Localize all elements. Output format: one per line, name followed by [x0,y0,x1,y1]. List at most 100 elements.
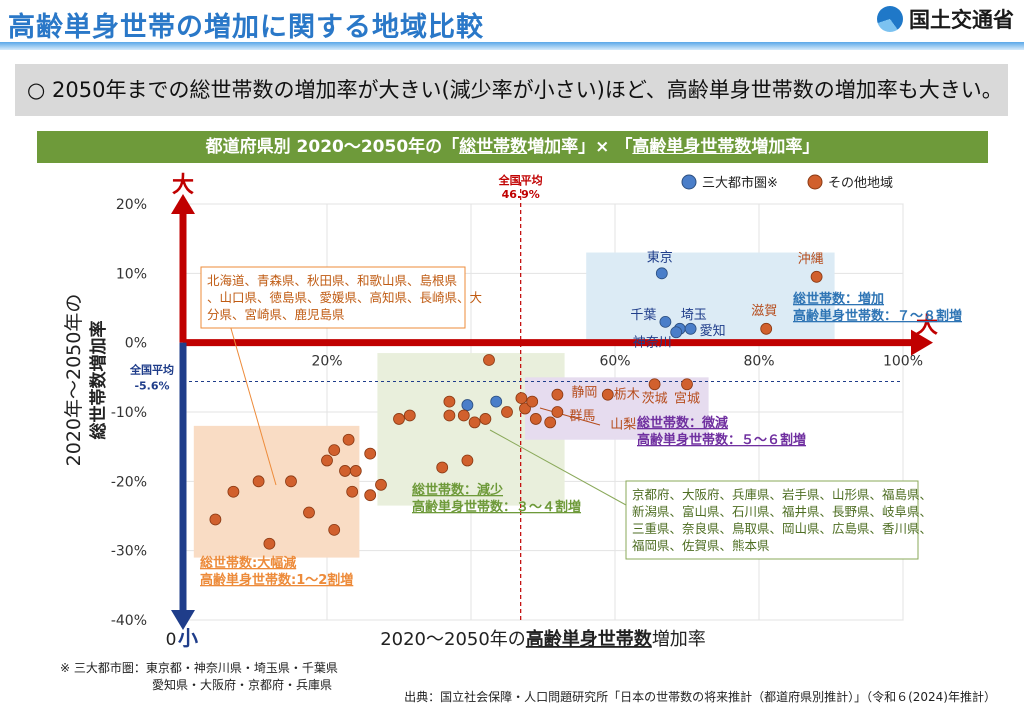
scatter-point [479,413,492,425]
chart-banner: 都道府県別 2020～2050年の「総世帯数増加率」× 「高齢単身世帯数増加率」 [37,131,988,163]
x-tick-label: 100% [883,354,923,370]
scatter-point [342,433,355,446]
summary-bullet: ○ [27,78,46,102]
legend-marker-other [807,174,823,190]
y-tick-label: -10% [111,405,147,421]
x-axis-big-label: 大 [916,314,938,339]
annotation-group_large_decline-line2: 高齢単身世帯数:1～2割増 [200,572,353,588]
note-green-box [625,480,919,560]
scatter-point [670,326,683,339]
zone-slight-decline [525,377,709,440]
scatter-point [468,416,481,429]
point-label: 山梨 [610,417,636,432]
scatter-point [457,409,470,422]
scatter-point [681,378,693,391]
y-tick-label: 0% [125,336,147,352]
scatter-point [544,416,557,429]
zone-decline [377,353,565,506]
annotation-group_slight-line1: 総世帯数：微減 [637,415,728,431]
point-label: 滋賀 [751,304,777,319]
scatter-point [483,354,495,366]
header-divider [0,42,1024,50]
scatter-point [263,537,276,550]
scatter-point [673,322,686,335]
avg-y-label-1: 全国平均 [129,362,174,376]
y-tick-label: 20% [116,197,147,213]
y-tick-label: 10% [116,266,147,282]
scatter-point [760,322,773,335]
point-label: 埼玉 [681,308,707,323]
scatter-point [655,267,668,280]
banner-prefix: 都道府県別 2020～2050年の「 [205,137,460,157]
ministry-logo-text: 国土交通省 [909,8,1014,32]
leader-green [489,429,627,506]
scatter-point [501,406,513,418]
scatter-point [529,413,542,425]
banner-term2: 高齢単身世帯数 [632,137,752,157]
banner-suffix: 増加率」 [751,137,820,157]
y-axis-title-line1: 2020年～2050年の [63,294,85,467]
origin-label: 0 [166,630,177,650]
scatter-point [490,395,503,408]
avg-x-label-1: 全国平均 [498,173,543,187]
plot-area [182,203,904,621]
avg-x-label-2: 46.9% [502,188,540,201]
point-label: 栃木 [614,388,640,403]
point-label: 千葉 [630,308,656,323]
leader-orange [229,324,277,486]
ministry-logo-icon [877,6,903,32]
legend-marker-metro [681,174,697,190]
scatter-point [436,461,449,474]
x-tick-label: 80% [743,354,774,370]
zone-large-decline [193,425,360,558]
y-axis-down-arrowhead [171,610,195,630]
y-axis-big-label: 大 [172,173,194,198]
y-tick-label: -30% [111,544,147,560]
source-note: 出典：国立社会保障・人口問題研究所「日本の世帯数の将来推計（都道府県別推計）」（… [404,690,996,704]
page-title: 高齢単身世帯の増加に関する地域比較 [8,12,484,43]
scatter-point [648,378,661,391]
annotation-group_increase-line2: 高齢単身世帯数：７～８割増 [793,308,962,324]
scatter-point [346,485,359,498]
footnote-line2: 愛知県・大阪府・京都府・兵庫県 [152,678,333,692]
annotation-group_decline-line2: 高齢単身世帯数：３～４割増 [412,499,581,515]
x-tick-label: 20% [311,354,342,370]
scatter-point [375,478,387,491]
ministry-logo: 国土交通省 [877,4,1014,34]
avg-y-label-2: -5.6% [134,379,169,392]
legend-label-other: その他地域 [828,176,893,191]
y-axis-title-line2: 総世帯数増加率 [88,321,109,440]
leader-yamanashi [539,407,601,426]
scatter-point [461,399,474,411]
scatter-point [461,454,474,467]
scatter-point [227,485,240,498]
scatter-point [810,270,823,283]
annotation-group_slight-line2: 高齢単身世帯数：５～６割増 [637,432,806,448]
annotation-group_large_decline-line1: 総世帯数:大幅減 [200,555,296,571]
x-axis-arrowhead [911,329,933,356]
y-axis-up-arrowhead [171,194,195,214]
scatter-point [364,489,377,502]
summary-text: 2050年までの総世帯数の増加率が大きい(減少率が小さい)ほど、高齢単身世帯数の… [52,78,1003,102]
scatter-point [684,322,697,335]
y-tick-label: -20% [111,474,147,490]
y-axis-small-label: 小 [178,626,198,650]
scatter-point [285,475,297,488]
scatter-point [339,465,351,477]
scatter-point [443,409,456,422]
scatter-point [443,395,456,408]
point-label: 東京 [647,249,673,265]
scatter-point [601,388,614,401]
point-label: 沖縄 [798,252,824,267]
x-tick-label: 40% [455,354,486,370]
scatter-point [393,413,405,425]
page-header: 高齢単身世帯の増加に関する地域比較 国土交通省 [0,0,1024,44]
scatter-point [252,475,265,488]
point-label: 神奈川 [633,335,672,350]
point-label: 群馬 [569,409,595,424]
scatter-point [364,447,377,460]
banner-mid: 増加率」× 「 [527,137,633,157]
banner-term1: 総世帯数 [459,137,528,157]
chart-legend: 三大都市圏※ その他地域 [681,174,893,191]
scatter-point [551,406,564,418]
